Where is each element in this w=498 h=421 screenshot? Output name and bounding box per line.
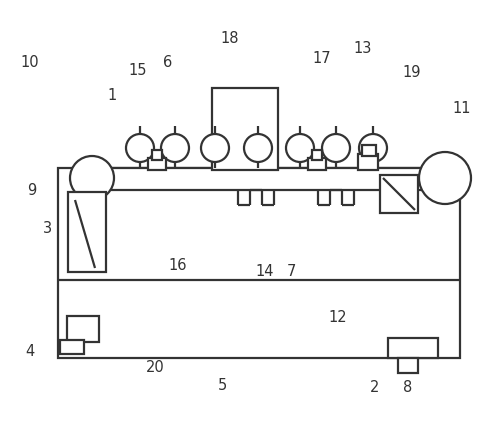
Bar (380, 175, 418, 213)
Bar (100, 168, 440, 190)
Text: 7: 7 (286, 264, 296, 280)
Bar (78, 164, 106, 192)
Circle shape (286, 134, 314, 162)
Text: 8: 8 (403, 381, 413, 395)
Bar (58, 168, 460, 358)
Circle shape (244, 134, 272, 162)
Text: 1: 1 (108, 88, 117, 102)
Text: 11: 11 (453, 101, 471, 115)
Text: 13: 13 (354, 40, 372, 56)
Bar (398, 358, 418, 373)
Text: 19: 19 (403, 64, 421, 80)
Bar (68, 192, 106, 272)
Bar (60, 340, 84, 354)
Circle shape (359, 134, 387, 162)
Circle shape (126, 134, 154, 162)
Text: 15: 15 (129, 62, 147, 77)
Circle shape (201, 134, 229, 162)
Bar (148, 158, 166, 170)
Text: 5: 5 (217, 378, 227, 392)
Text: 4: 4 (25, 344, 35, 360)
Bar (67, 316, 99, 342)
Circle shape (161, 134, 189, 162)
Bar (212, 88, 278, 170)
Text: 12: 12 (329, 311, 347, 325)
Circle shape (419, 152, 471, 204)
Bar (388, 338, 438, 358)
Text: 2: 2 (371, 381, 379, 395)
Text: 20: 20 (145, 360, 164, 376)
Circle shape (70, 156, 114, 200)
Text: 17: 17 (313, 51, 331, 66)
Bar (358, 154, 378, 170)
Bar (312, 150, 322, 160)
Text: 14: 14 (256, 264, 274, 280)
Circle shape (322, 134, 350, 162)
Text: 9: 9 (27, 182, 37, 197)
Text: 18: 18 (221, 30, 239, 45)
Bar (152, 150, 162, 160)
Bar (362, 145, 376, 156)
Text: 3: 3 (42, 221, 52, 235)
Bar (308, 158, 326, 170)
Text: 16: 16 (169, 258, 187, 272)
Text: 6: 6 (163, 54, 173, 69)
Text: 10: 10 (21, 54, 39, 69)
